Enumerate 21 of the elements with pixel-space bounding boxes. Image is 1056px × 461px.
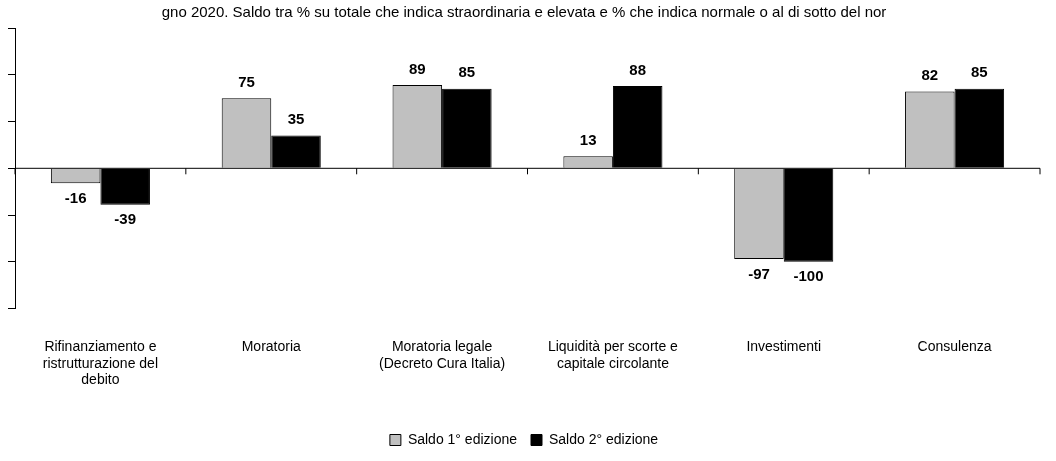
x-tick-label: Rifinanziamento e ristrutturazione del debito bbox=[42, 337, 158, 388]
data-label: -16 bbox=[64, 188, 87, 206]
legend-label: Saldo 2° edizione bbox=[549, 430, 659, 447]
data-label: 88 bbox=[629, 60, 647, 78]
x-tick-label: Investimenti bbox=[746, 337, 822, 354]
data-label: 13 bbox=[579, 130, 597, 148]
x-tick-label: Moratoria legale (Decreto Cura Italia) bbox=[379, 337, 506, 371]
data-label: -97 bbox=[748, 264, 770, 282]
legend-label: Saldo 1° edizione bbox=[407, 430, 518, 447]
x-tick-label: Moratoria bbox=[241, 337, 302, 354]
data-label: 35 bbox=[287, 110, 305, 128]
data-label: 82 bbox=[921, 66, 939, 84]
data-label: -100 bbox=[793, 267, 824, 285]
data-label: 89 bbox=[408, 59, 426, 77]
data-label: 85 bbox=[971, 63, 988, 81]
data-label: -39 bbox=[114, 210, 137, 228]
x-tick-label: Liquidità per scorte e capitale circolante bbox=[547, 337, 679, 371]
chart-title: gno 2020. Saldo tra % su totale che indica straordinaria e elevata e % che indica normale o al di sotto del nor bbox=[161, 3, 887, 21]
x-tick-label: Consulenza bbox=[917, 337, 992, 354]
data-label: 75 bbox=[238, 72, 255, 90]
data-label: 85 bbox=[458, 63, 476, 81]
